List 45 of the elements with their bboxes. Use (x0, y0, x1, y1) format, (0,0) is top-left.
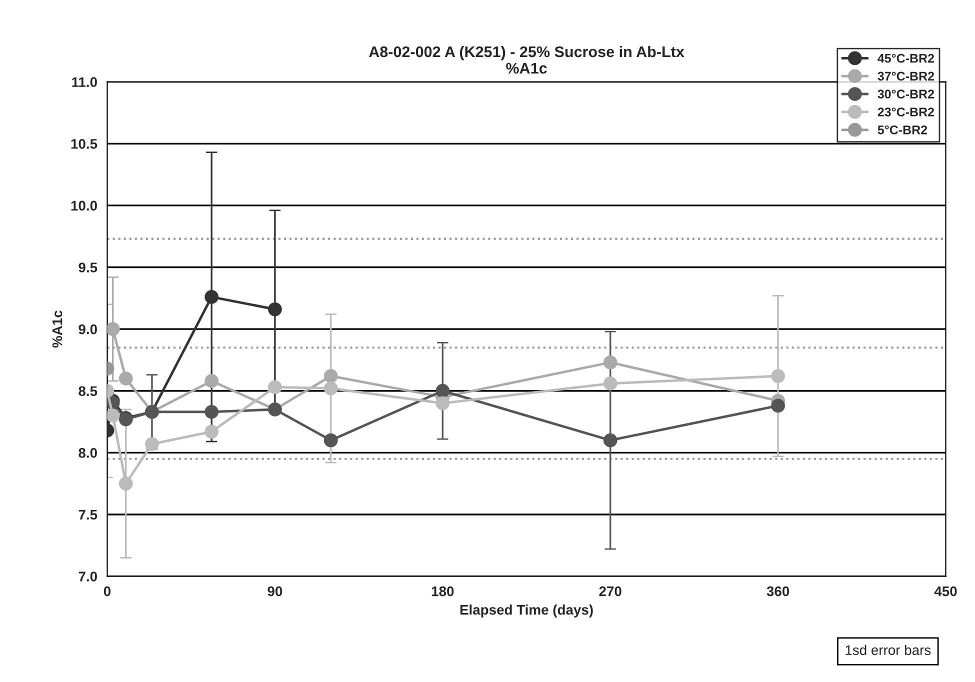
point (324, 433, 338, 448)
legend-label: 45°C-BR2 (878, 54, 934, 63)
legend-label: 30°C-BR2 (878, 90, 934, 99)
point (204, 404, 219, 419)
y-tick-label: 9.5 (78, 262, 98, 272)
point (436, 384, 450, 398)
x-tick-label: 450 (934, 586, 957, 596)
x-tick-label: 360 (766, 586, 790, 596)
y-tick-label: 10.0 (71, 200, 97, 211)
point (107, 322, 120, 336)
y-axis-title: %A1c (52, 310, 62, 348)
y-tick-label: 7.0 (78, 572, 97, 582)
point (118, 372, 133, 386)
legend-label: 5°C-BR2 (878, 125, 928, 134)
text: 1sd error bars (846, 644, 931, 656)
point (268, 302, 282, 316)
point (324, 381, 338, 396)
y-tick-label: 7.5 (78, 510, 98, 520)
point (603, 376, 618, 390)
point (436, 396, 450, 410)
point (107, 408, 120, 423)
point (145, 437, 159, 451)
x-tick-label: 90 (268, 586, 282, 596)
chart-title: A8-02-002 A (K251) - 25% Sucrose in Ab-Ltx %A1c (368, 46, 684, 74)
x-tick-label: 270 (599, 586, 622, 596)
point (204, 290, 219, 304)
y-tick-label: 10.5 (71, 138, 98, 149)
y-tick-label: 8.0 (78, 448, 97, 458)
x-axis-title: Elapsed Time (days) (460, 604, 593, 618)
legend-label: 37°C-BR2 (878, 72, 934, 81)
point (204, 424, 219, 439)
point (268, 380, 282, 394)
point (324, 369, 338, 383)
point (118, 476, 133, 491)
point (771, 398, 785, 413)
y-tick-label: 8.5 (78, 386, 98, 396)
point (603, 433, 618, 448)
x-tick-label: 0 (104, 586, 111, 596)
point (603, 355, 618, 370)
point (771, 369, 785, 383)
y-tick-label: 9.0 (78, 324, 97, 334)
x-tick-label: 180 (432, 586, 454, 596)
legend-label: 23°C-BR2 (878, 108, 934, 116)
y-tick-label: 11.0 (72, 77, 97, 88)
point (204, 374, 219, 388)
